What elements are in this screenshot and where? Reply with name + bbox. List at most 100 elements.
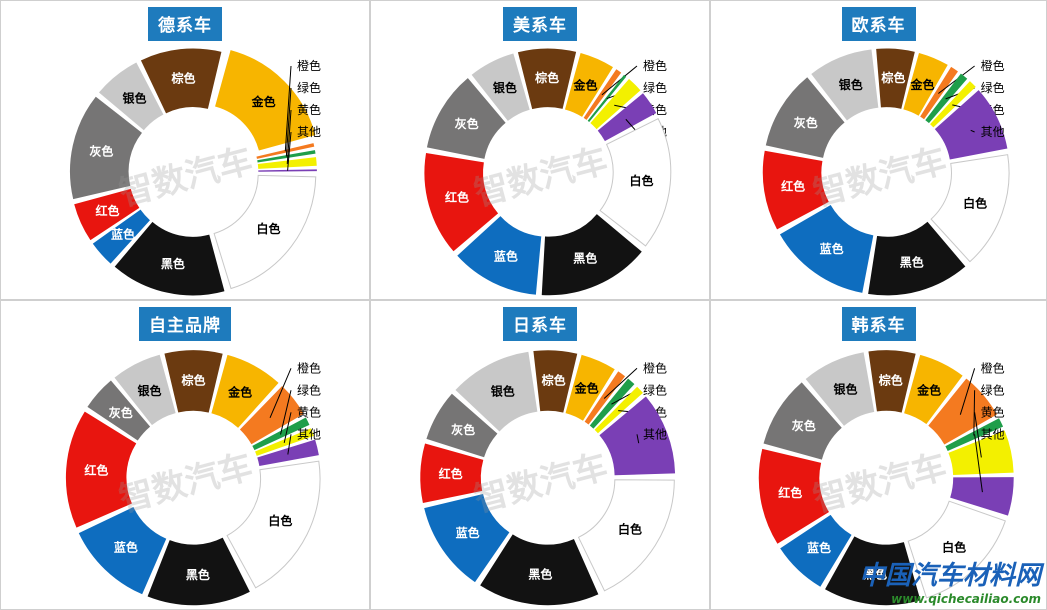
slice-label: 银色	[122, 91, 146, 106]
slice-金色	[903, 52, 948, 116]
slice-label: 棕色	[181, 372, 206, 387]
slice-label: 灰色	[451, 422, 475, 437]
slice-label: 红色	[84, 463, 108, 478]
leader-line	[285, 87, 292, 157]
slice-label: 黄色	[297, 405, 321, 419]
slice-灰色	[763, 382, 842, 460]
chart-title: 美系车	[503, 7, 577, 41]
slice-label: 红色	[778, 485, 802, 500]
slice-label: 银色	[138, 383, 162, 398]
slice-label: 金色	[909, 77, 934, 92]
slice-label: 橙色	[981, 58, 1005, 73]
slice-label: 红色	[445, 189, 469, 204]
slice-棕色	[140, 48, 222, 114]
slice-红色	[420, 443, 484, 503]
slice-label: 灰色	[89, 144, 113, 159]
chart-panel: 德系车 金色 橙色 绿色 黄色 其他 白色 黑色 蓝色 红色 灰色 银色 棕色 智数汽车	[0, 0, 370, 300]
slice-label: 蓝色	[820, 241, 844, 256]
slice-label: 红色	[439, 466, 463, 481]
slice-其他	[597, 93, 657, 142]
slice-label: 其他	[297, 427, 321, 441]
slice-黄色	[930, 81, 976, 128]
chart-panel: 美系车金色橙色绿色黄色其他白色黑色蓝色红色灰色银色棕色智数汽车	[370, 0, 710, 300]
slice-棕色	[164, 350, 223, 413]
slice-白色	[907, 500, 1006, 599]
brand-url: www.qichecailiao.com	[891, 592, 1041, 606]
slice-label: 黑色	[528, 567, 552, 582]
slice-label: 黄色	[981, 405, 1005, 419]
slice-label: 灰色	[109, 405, 133, 420]
slice-银色	[811, 49, 879, 121]
slice-label: 金色	[574, 381, 599, 396]
slice-label: 灰色	[794, 115, 818, 130]
slice-金色	[564, 52, 613, 117]
slice-label: 绿色	[643, 80, 667, 95]
slice-棕色	[868, 350, 916, 413]
slice-白色	[599, 117, 672, 247]
slice-label: 其他	[297, 125, 321, 139]
slice-label: 其他	[981, 125, 1005, 139]
slice-label: 红色	[781, 179, 805, 194]
slice-label: 白色	[630, 173, 654, 188]
leader-line	[970, 129, 975, 133]
leader-line	[284, 65, 292, 152]
slice-红色	[758, 448, 830, 544]
slice-金色	[211, 354, 279, 428]
slice-label: 白色	[256, 221, 280, 236]
slice-灰色	[426, 78, 506, 159]
chart-title: 韩系车	[841, 307, 916, 341]
slice-label: 橙色	[297, 58, 321, 73]
slice-红色	[424, 153, 499, 252]
slice-黑色	[480, 534, 599, 606]
chart-panel: 欧系车金色橙色绿色黄色其他白色黑色蓝色红色灰色银色棕色智数汽车	[710, 0, 1047, 300]
slice-黑色	[868, 221, 966, 296]
slice-label: 黑色	[863, 566, 887, 581]
slice-label: 橙色	[643, 360, 667, 375]
slice-灰色	[87, 380, 151, 441]
slice-label: 银色	[491, 384, 515, 399]
slice-label: 银色	[493, 80, 517, 95]
slice-label: 金色	[251, 94, 276, 109]
slice-白色	[213, 174, 317, 290]
slice-灰色	[69, 96, 142, 200]
slice-label: 黑色	[573, 250, 597, 265]
slice-银色	[471, 53, 530, 121]
slice-label: 其他	[981, 427, 1005, 441]
leader-line	[974, 412, 982, 458]
slice-label: 黄色	[297, 103, 321, 117]
slice-金色	[904, 354, 963, 425]
leader-line	[636, 434, 640, 444]
leader-line	[286, 109, 292, 164]
slice-黑色	[114, 221, 225, 296]
slice-label: 橙色	[643, 58, 667, 73]
leader-line	[959, 368, 976, 415]
slice-label: 蓝色	[494, 248, 518, 263]
slice-黑色	[147, 537, 250, 606]
slice-label: 蓝色	[111, 227, 135, 242]
slice-蓝色	[424, 493, 510, 583]
chart-title: 自主品牌	[139, 307, 231, 341]
slice-label: 绿色	[981, 382, 1005, 397]
chart-title: 欧系车	[841, 7, 916, 41]
slice-银色	[114, 354, 176, 426]
slice-label: 银色	[834, 381, 858, 396]
leader-line	[603, 367, 638, 399]
brand-logo: 中国汽车材料网 www.qichecailiao.com	[859, 555, 1041, 606]
slice-label: 棕色	[880, 70, 905, 85]
slice-橙色	[928, 378, 997, 445]
slice-label: 黑色	[900, 255, 924, 270]
leader-line	[974, 434, 983, 493]
slice-金色	[565, 354, 615, 421]
slice-银色	[455, 351, 538, 432]
leader-line	[601, 65, 638, 96]
leader-line	[280, 390, 292, 435]
slice-灰色	[765, 77, 845, 158]
slice-label: 橙色	[297, 360, 321, 375]
slice-棕色	[533, 350, 578, 413]
slice-白色	[930, 154, 1010, 263]
